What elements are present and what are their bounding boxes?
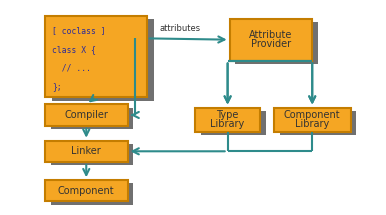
Bar [45, 180, 128, 201]
Text: class X {: class X { [52, 45, 96, 54]
Bar [195, 108, 260, 132]
Bar [51, 144, 134, 165]
Text: Component: Component [284, 110, 340, 120]
Bar [45, 104, 128, 126]
Text: Type: Type [217, 110, 239, 120]
Text: Library: Library [295, 120, 329, 129]
Bar [45, 141, 128, 162]
Text: Attribute: Attribute [249, 30, 293, 40]
Bar [51, 108, 134, 129]
Text: Compiler: Compiler [64, 110, 108, 120]
Text: Linker: Linker [71, 146, 101, 156]
Text: attributes: attributes [160, 24, 201, 33]
Text: };: }; [52, 82, 62, 91]
Bar [274, 108, 351, 132]
Text: // ...: // ... [52, 63, 91, 72]
Bar [45, 16, 147, 97]
Bar [51, 183, 134, 205]
Text: [ coclass ]: [ coclass ] [52, 26, 105, 35]
Bar [230, 19, 312, 60]
Text: Provider: Provider [251, 39, 291, 49]
Text: Library: Library [210, 120, 245, 129]
Bar [279, 111, 356, 135]
Bar [201, 111, 266, 135]
Text: Component: Component [58, 186, 115, 196]
Bar [52, 20, 154, 101]
Bar [235, 22, 318, 64]
